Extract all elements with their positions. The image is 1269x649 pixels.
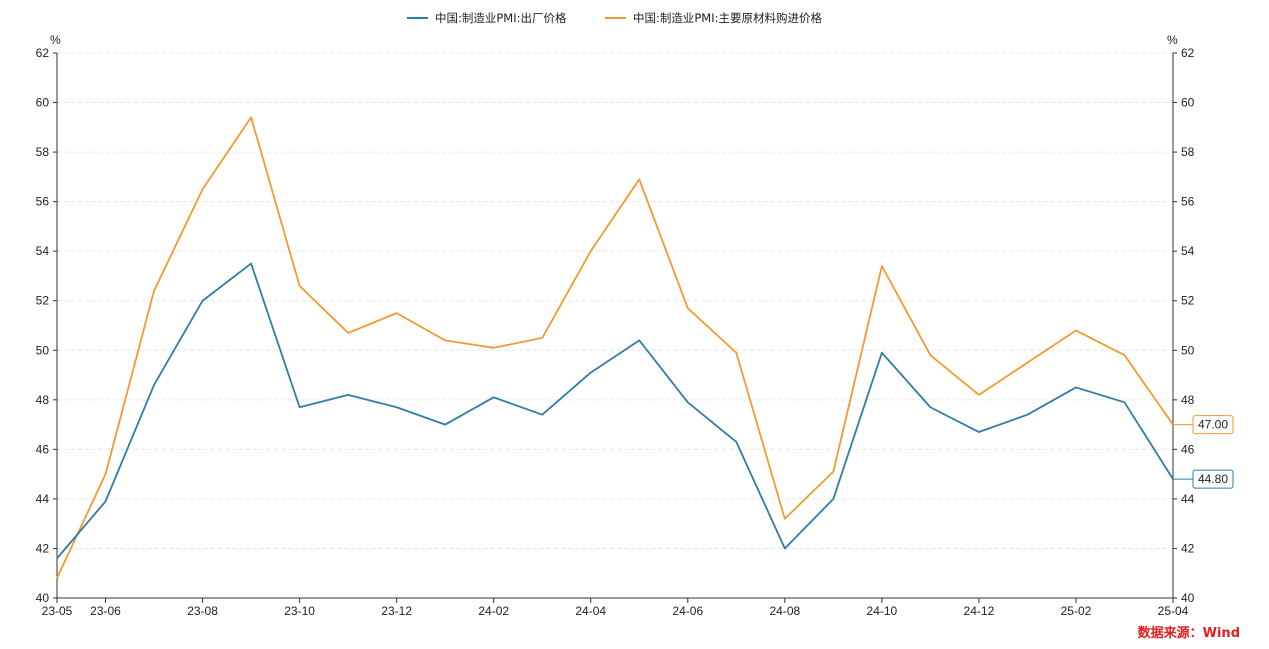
right-axis-unit: % bbox=[1167, 33, 1178, 47]
x-tick-label: 25-02 bbox=[1061, 604, 1092, 618]
y-tick-label-left: 62 bbox=[36, 46, 50, 60]
x-tick-label: 23-08 bbox=[187, 604, 218, 618]
y-tick-label-right: 54 bbox=[1181, 244, 1195, 258]
left-axis-unit: % bbox=[50, 33, 61, 47]
y-ticks: 40 40 42 42 44 44 46 46 48 48 50 50 52 52 54 54 56 56 58 58… bbox=[36, 46, 1195, 605]
y-tick-label-left: 40 bbox=[36, 591, 50, 605]
x-tick-label: 24-04 bbox=[575, 604, 606, 618]
y-tick-label-right: 60 bbox=[1181, 96, 1195, 110]
legend-label-material-price: 中国:制造业PMI:主要原材料购进价格 bbox=[633, 11, 822, 25]
x-tick-label: 24-08 bbox=[769, 604, 800, 618]
legend: 中国:制造业PMI:出厂价格 中国:制造业PMI:主要原材料购进价格 bbox=[407, 11, 822, 25]
x-tick-label: 24-12 bbox=[964, 604, 995, 618]
x-tick-label: 24-02 bbox=[478, 604, 509, 618]
y-tick-label-right: 46 bbox=[1181, 442, 1195, 456]
source-note: 数据来源：Wind bbox=[1138, 625, 1240, 641]
x-tick-label: 23-05 bbox=[42, 604, 73, 618]
x-tick-label: 24-06 bbox=[672, 604, 703, 618]
y-tick-label-left: 46 bbox=[36, 442, 50, 456]
x-tick-label: 23-10 bbox=[284, 604, 315, 618]
y-tick-label-left: 54 bbox=[36, 244, 50, 258]
x-tick-label: 25-04 bbox=[1158, 604, 1189, 618]
y-tick-label-right: 42 bbox=[1181, 541, 1195, 555]
end-label-box bbox=[1192, 415, 1234, 435]
y-tick-label-left: 44 bbox=[36, 492, 50, 506]
end-label-factory-price: 44.80 bbox=[1173, 469, 1234, 489]
y-tick-label-left: 48 bbox=[36, 393, 50, 407]
y-tick-label-right: 50 bbox=[1181, 343, 1195, 357]
end-label-text: 44.80 bbox=[1198, 472, 1228, 486]
y-tick-label-right: 44 bbox=[1181, 492, 1195, 506]
y-tick-label-right: 62 bbox=[1181, 46, 1195, 60]
y-tick-label-right: 58 bbox=[1181, 145, 1195, 159]
x-tick-label: 23-12 bbox=[381, 604, 412, 618]
end-label-text: 47.00 bbox=[1198, 418, 1228, 432]
series-line-factory-price bbox=[56, 262, 1174, 559]
axes bbox=[56, 53, 1174, 599]
series-lines bbox=[56, 116, 1174, 579]
end-labels: 44.80 47.00 bbox=[1173, 415, 1234, 489]
y-tick-label-left: 58 bbox=[36, 145, 50, 159]
x-tick-label: 24-10 bbox=[867, 604, 898, 618]
end-label-box bbox=[1192, 469, 1234, 489]
series-line-material-price bbox=[56, 116, 1174, 579]
y-tick-label-right: 40 bbox=[1181, 591, 1195, 605]
y-tick-label-left: 50 bbox=[36, 343, 50, 357]
y-tick-label-right: 56 bbox=[1181, 195, 1195, 209]
x-ticks: 23-05 23-06 23-08 23-10 23-12 24-02 24-04 24-06… bbox=[42, 598, 1189, 618]
y-tick-label-left: 56 bbox=[36, 195, 50, 209]
y-tick-label-right: 48 bbox=[1181, 393, 1195, 407]
y-tick-label-left: 42 bbox=[36, 541, 50, 555]
gridlines bbox=[57, 52, 1173, 549]
y-tick-label-left: 52 bbox=[36, 294, 50, 308]
y-tick-label-right: 52 bbox=[1181, 294, 1195, 308]
end-label-material-price: 47.00 bbox=[1173, 415, 1234, 435]
legend-label-factory-price: 中国:制造业PMI:出厂价格 bbox=[435, 11, 567, 25]
y-tick-label-left: 60 bbox=[36, 96, 50, 110]
x-tick-label: 23-06 bbox=[90, 604, 121, 618]
